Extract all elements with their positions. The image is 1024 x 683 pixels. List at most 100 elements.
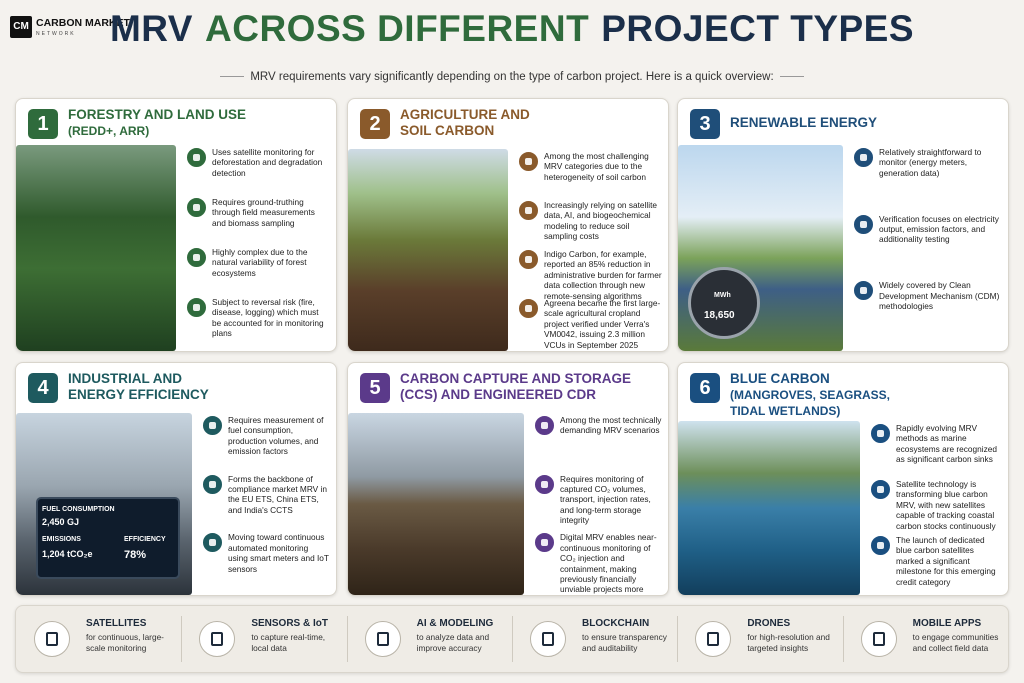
- bullet-icon: [518, 151, 539, 172]
- tool-icon: [530, 621, 566, 657]
- bullet-icon: [186, 297, 207, 318]
- card-number: 5: [360, 373, 390, 403]
- tool-title: AI & MODELING: [416, 618, 494, 629]
- bullet-icon: [186, 197, 207, 218]
- tool-desc: to engage communities and collect field …: [912, 632, 999, 653]
- project-image: [348, 149, 508, 351]
- card-number: 6: [690, 373, 720, 403]
- tool-title: BLOCKCHAIN: [582, 618, 650, 629]
- project-image: [678, 421, 860, 595]
- bullet-text: Forms the backbone of compliance market …: [228, 473, 327, 515]
- project-image: MWh 18,650: [678, 145, 843, 351]
- card-title: RENEWABLE ENERGY: [730, 115, 878, 130]
- title-part: PROJECT TYPES: [601, 8, 915, 49]
- tool-icon: [695, 621, 732, 657]
- dashboard-label: FUEL CONSUMPTION: [42, 506, 115, 513]
- bullet-icon: [853, 280, 874, 302]
- bullet-text: Satellite technology is transforming blu…: [896, 479, 996, 531]
- project-card: 6 BLUE CARBON (MANGROVES, SEAGRASS, TIDAL W…: [677, 362, 1009, 596]
- bullet-text: Requires measurement of fuel consumption…: [228, 415, 324, 457]
- rule: [220, 76, 245, 78]
- project-image: FUEL CONSUMPTION 2,450 GJ EMISSIONS 1,204 t…: [16, 413, 192, 595]
- card-title: CARBON CAPTURE AND STORAGE: [400, 371, 632, 386]
- project-card: 2 AGRICULTURE AND SOIL CARBON Among the mos…: [347, 98, 669, 352]
- card-number: 1: [28, 109, 58, 139]
- bullet-text: Uses satellite monitoring for deforestat…: [212, 147, 323, 178]
- card-title: (CCS) AND ENGINEERED CDR: [400, 387, 597, 402]
- bullet-text: Relatively straightforward to monitor (e…: [879, 147, 982, 178]
- tool-desc: to analyze data and improve accuracy: [416, 632, 490, 653]
- divider: [181, 616, 183, 662]
- tool-desc: to ensure transparency and auditability: [582, 632, 667, 653]
- title-part: MRV: [109, 8, 193, 49]
- card-number: 2: [360, 109, 390, 139]
- bullet-text: Digital MRV enables near-continuous moni…: [560, 532, 657, 595]
- bullet-icon: [534, 532, 555, 554]
- gauge: [688, 267, 760, 339]
- bullet-text: Highly complex due to the natural variab…: [212, 247, 308, 278]
- bullet-text: Subject to reversal risk (fire, disease,…: [212, 297, 324, 339]
- bullet-icon: [870, 423, 891, 444]
- bullet-text: Moving toward continuous automated monit…: [228, 532, 329, 574]
- logo-mark: CM: [10, 16, 32, 38]
- bullet-text: Requires monitoring of captured CO₂ volu…: [560, 473, 651, 526]
- project-image: [16, 145, 176, 351]
- logo-text: CARBON MARKET: [36, 17, 130, 29]
- bullet-icon: [870, 535, 891, 556]
- project-image: [348, 413, 524, 595]
- dashboard: [36, 497, 180, 579]
- card-title: ENERGY EFFICIENCY: [68, 387, 209, 402]
- tool-desc: for continuous, large-scale monitoring: [86, 632, 164, 653]
- card-title: AGRICULTURE AND: [400, 107, 530, 122]
- tool-icon: [34, 621, 70, 657]
- bullet-icon: [853, 147, 874, 168]
- tool-icon: [364, 621, 401, 657]
- bullet-icon: [518, 249, 539, 270]
- bullet-text: Widely covered by Clean Development Mech…: [879, 280, 1000, 312]
- tools-bar: SATELLITES for continuous, large-scale mo…: [15, 605, 1009, 673]
- card-title: INDUSTRIAL AND: [68, 371, 182, 386]
- dashboard-label: 78%: [124, 549, 147, 561]
- bullet-icon: [202, 532, 223, 554]
- bullet-icon: [534, 415, 555, 436]
- card-title: (MANGROVES, SEAGRASS,: [730, 388, 891, 402]
- project-card: 4 INDUSTRIAL AND ENERGY EFFICIENCY FUEL CON…: [15, 362, 337, 596]
- bullet-text: Indigo Carbon, for example, reported an …: [544, 249, 662, 301]
- bullet-icon: [202, 415, 223, 436]
- card-title: SOIL CARBON: [400, 123, 495, 138]
- bullet-text: Rapidly evolving MRV methods as marine e…: [896, 423, 997, 465]
- bullet-icon: [870, 479, 891, 500]
- card-title: FORESTRY AND LAND USE: [68, 107, 247, 122]
- bullet-icon: [534, 473, 555, 495]
- dashboard-label: EFFICIENCY: [124, 536, 166, 543]
- bullet-icon: [202, 473, 223, 495]
- tool-title: MOBILE APPS: [912, 618, 982, 629]
- tool-desc: for high-resolution and targeted insight…: [747, 632, 830, 653]
- tool-title: SATELLITES: [86, 618, 147, 629]
- card-number: 4: [28, 373, 58, 403]
- bullet-icon: [518, 298, 539, 319]
- project-card: 1 FORESTRY AND LAND USE (REDD+, ARR) Uses s…: [15, 98, 337, 352]
- bullet-text: Agreena became the first large-scale agr…: [544, 298, 661, 350]
- title: MRV ACROSS DIFFERENT PROJECT TYPES: [0, 8, 1024, 50]
- bullet-text: Verification focuses on electricity outp…: [879, 213, 999, 245]
- dashboard-label: EMISSIONS: [42, 536, 81, 543]
- project-card: 3 RENEWABLE ENERGY MWh 18,650 Relatively str…: [677, 98, 1009, 352]
- tool-title: DRONES: [747, 618, 791, 629]
- bullet-text: Requires ground-truthing through field m…: [212, 197, 315, 228]
- tool-icon: [860, 621, 897, 657]
- bullet-icon: [186, 147, 207, 168]
- dashboard-label: 2,450 GJ: [42, 517, 80, 527]
- card-title: TIDAL WETLANDS): [730, 404, 841, 418]
- dashboard-label: 1,204 tCO₂e: [42, 549, 93, 559]
- subtitle-row: MRV requirements vary significantly depe…: [0, 71, 1024, 83]
- subtitle: MRV requirements vary significantly depe…: [250, 71, 774, 83]
- card-title: (REDD+, ARR): [68, 124, 150, 138]
- title-part: ACROSS DIFFERENT: [205, 8, 590, 49]
- tool-desc: to capture real-time, local data: [251, 632, 326, 653]
- card-number: 3: [690, 109, 720, 139]
- bullet-text: Among the most technically demanding MRV…: [560, 415, 662, 436]
- divider: [346, 616, 348, 662]
- gauge-value: 18,650: [704, 310, 735, 321]
